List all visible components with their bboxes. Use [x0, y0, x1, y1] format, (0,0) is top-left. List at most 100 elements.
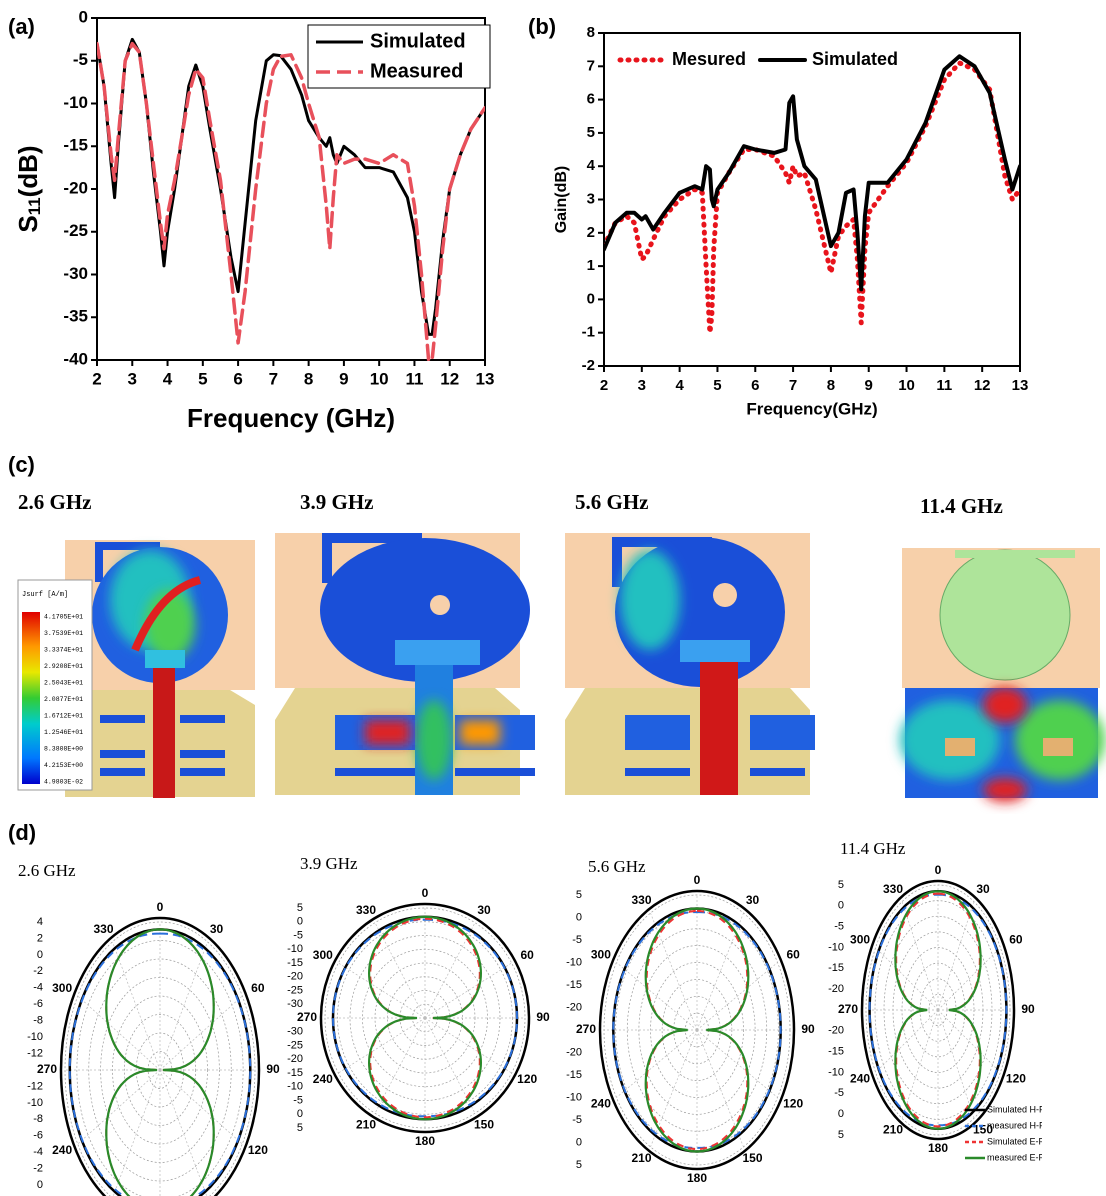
y-axis-label: Gain(dB) [553, 166, 570, 234]
angle-label: 30 [477, 903, 491, 917]
pattern-curve [644, 907, 750, 1153]
y-axis-label: S11(dB) [13, 145, 45, 232]
panel-label: (b) [528, 14, 556, 39]
angle-label: 90 [801, 1022, 815, 1036]
polar-grid-ring [349, 935, 501, 1101]
polar-spoke [937, 947, 1001, 1011]
radial-label: -25 [287, 1039, 303, 1051]
x-tick-label: 10 [370, 369, 389, 388]
y-axis-label-main: S [13, 215, 43, 232]
plot-title: 5.6 GHz [588, 857, 646, 876]
angle-label: 0 [157, 900, 164, 914]
y-tick-label: -5 [73, 50, 88, 69]
x-tick-label: 3 [128, 369, 137, 388]
angle-label: 120 [783, 1097, 803, 1111]
y-tick-label: 2 [587, 224, 595, 241]
radial-label: -15 [287, 1067, 303, 1079]
x-tick-label: 11 [405, 369, 423, 388]
radial-label: 0 [576, 911, 582, 923]
series-line [97, 41, 485, 362]
x-tick-label: 8 [304, 369, 313, 388]
polar-frame [860, 879, 1016, 1141]
colorbar-label: 2.9208E+01 [44, 663, 83, 670]
angle-label: 240 [850, 1072, 870, 1086]
radial-label: -30 [287, 998, 303, 1010]
radial-label: -10 [828, 1066, 844, 1078]
angle-label: 60 [1009, 933, 1023, 947]
radial-label: -20 [566, 1001, 582, 1013]
x-tick-label: 3 [638, 377, 646, 394]
x-tick-label: 13 [476, 369, 495, 388]
radial-label: -20 [828, 983, 844, 995]
radial-label: -20 [287, 1053, 303, 1065]
colorbar-label: 3.3374E+01 [44, 647, 83, 654]
x-tick-label: 8 [827, 377, 835, 394]
y-tick-label: -2 [582, 357, 595, 374]
legend-label: Mesured [672, 49, 746, 69]
angle-label: 210 [631, 1151, 651, 1165]
radial-label: -15 [828, 962, 844, 974]
angle-label: 180 [928, 1141, 948, 1155]
y-tick-label: -1 [582, 324, 595, 341]
angle-label: 300 [313, 948, 333, 962]
radial-label: -5 [572, 934, 582, 946]
angle-label: 180 [415, 1134, 435, 1148]
radial-label: -10 [27, 1031, 43, 1043]
pattern-curve [894, 890, 982, 1130]
radial-label: -2 [33, 1163, 43, 1175]
x-tick-label: 12 [440, 369, 459, 388]
radial-label: -6 [33, 998, 43, 1010]
angle-label: 270 [297, 1010, 317, 1024]
angle-label: 270 [838, 1002, 858, 1016]
angle-label: 240 [591, 1097, 611, 1111]
radial-label: 2 [37, 932, 43, 944]
polar-spoke [696, 962, 778, 1031]
radial-label: -30 [287, 1026, 303, 1038]
angle-label: 330 [93, 922, 113, 936]
radial-label: -5 [834, 921, 844, 933]
y-tick-label: 0 [79, 7, 88, 26]
colorbar-label: 4.2153E+00 [44, 762, 83, 769]
angle-label: 210 [883, 1123, 903, 1137]
polar-spoke [901, 1009, 939, 1119]
angle-label: 0 [422, 886, 429, 900]
angle-label: 150 [742, 1151, 762, 1165]
panel-label: (c) [8, 452, 35, 477]
x-tick-label: 5 [198, 369, 207, 388]
y-tick-label: 5 [587, 124, 595, 141]
y-tick-label: 1 [587, 257, 595, 274]
radial-label: -12 [27, 1047, 43, 1059]
pattern-curve [68, 932, 252, 1196]
angle-label: 60 [251, 981, 265, 995]
radial-label: -5 [572, 1114, 582, 1126]
x-tick-label: 13 [1012, 377, 1029, 394]
frequency-label: 5.6 GHz [575, 490, 649, 514]
colorbar-label: 3.7539E+01 [44, 630, 83, 637]
panel-label: (a) [8, 14, 35, 39]
y-tick-label: 6 [587, 91, 595, 108]
angle-label: 60 [786, 948, 800, 962]
polar-frame [319, 902, 531, 1134]
radial-label: -2 [33, 965, 43, 977]
polar-grid-ring [64, 921, 256, 1196]
pattern-curve [612, 911, 782, 1149]
angle-label: 30 [746, 893, 760, 907]
polar-spoke [338, 962, 426, 1019]
angle-label: 30 [210, 922, 224, 936]
angle-label: 90 [536, 1010, 550, 1024]
plot-title: 3.9 GHz [300, 854, 358, 873]
angle-label: 120 [1006, 1072, 1026, 1086]
angle-label: 330 [883, 882, 903, 896]
legend-label: Simulated [370, 30, 466, 52]
y-tick-label: 3 [587, 190, 595, 207]
radial-label: -20 [828, 1025, 844, 1037]
legend-label: measured E-Plane [987, 1152, 1062, 1162]
angle-label: 240 [313, 1072, 333, 1086]
radial-label: -8 [33, 1113, 43, 1125]
radial-label: -15 [566, 979, 582, 991]
colorbar-title: Jsurf [A/m] [22, 591, 68, 599]
x-tick-label: 4 [163, 369, 173, 388]
y-tick-label: -10 [63, 93, 88, 112]
y-tick-label: -25 [63, 221, 88, 240]
legend-label: Simulated H-Plane [987, 1104, 1062, 1114]
